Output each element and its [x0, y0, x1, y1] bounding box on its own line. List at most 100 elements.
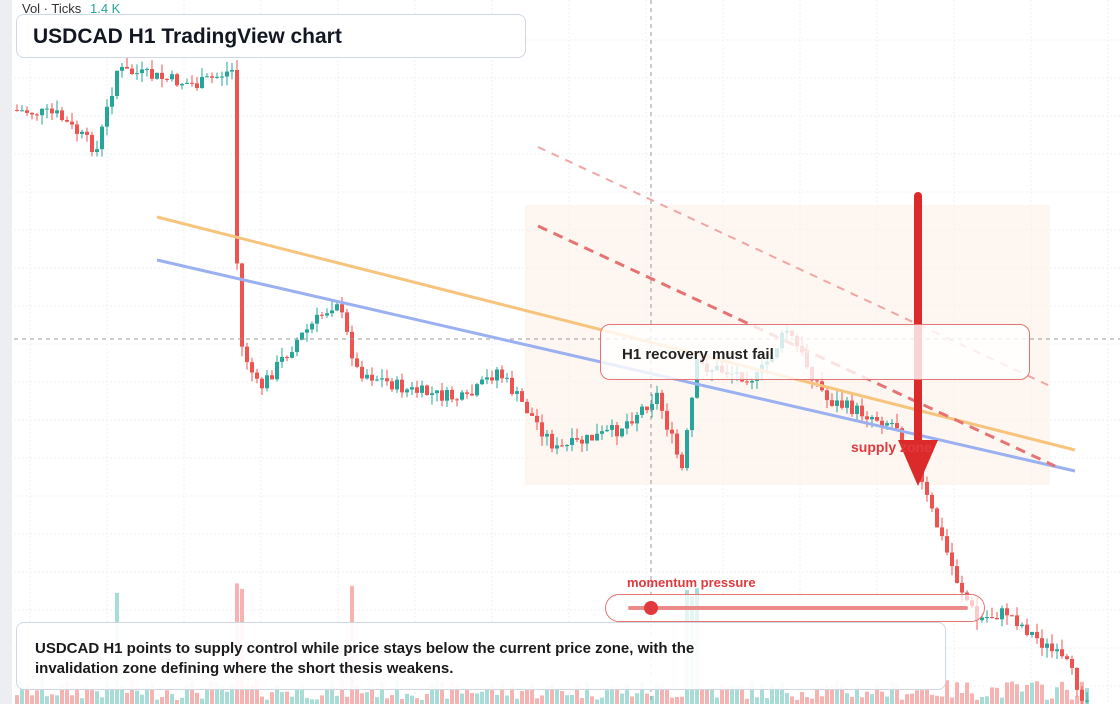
- candle-body: [165, 78, 169, 80]
- candles: [15, 57, 1089, 704]
- arrow-head: [898, 440, 938, 486]
- candle-body: [170, 74, 174, 80]
- candle-body: [250, 362, 254, 373]
- candle-body: [395, 379, 399, 390]
- candle-body: [305, 329, 309, 333]
- volume-bar: [220, 686, 224, 704]
- candle-body: [835, 400, 839, 406]
- volume-bar: [255, 680, 259, 704]
- volume-bar: [970, 693, 974, 704]
- candle-body: [145, 68, 149, 70]
- candle-body: [75, 124, 79, 134]
- volume-bar: [485, 689, 489, 704]
- volume-bar: [780, 681, 784, 704]
- volume-bar: [955, 682, 959, 704]
- candle-body: [340, 304, 344, 313]
- volume-bar: [1050, 698, 1054, 704]
- candle-body: [435, 390, 439, 394]
- candle-body: [855, 405, 859, 415]
- volume-bar: [395, 680, 399, 704]
- candle-body: [530, 413, 534, 416]
- candle-body: [945, 536, 949, 553]
- candle-body: [335, 304, 339, 311]
- candle-body: [610, 425, 614, 430]
- volume-bar: [135, 690, 139, 704]
- volume-bar: [635, 693, 639, 704]
- candle-body: [600, 431, 604, 434]
- candle-body: [485, 377, 489, 380]
- volume-bar: [80, 698, 84, 704]
- candle-body: [1020, 624, 1024, 627]
- candle-body: [985, 617, 989, 619]
- slider[interactable]: [605, 594, 985, 622]
- volume-bar: [835, 680, 839, 704]
- candle-body: [635, 414, 639, 424]
- candle-body: [50, 108, 54, 114]
- volume-bar: [285, 691, 289, 704]
- volume-bar: [500, 682, 504, 704]
- candle-body: [1040, 638, 1044, 648]
- candle-body: [440, 390, 444, 401]
- candle-body: [845, 400, 849, 408]
- volume-bar: [460, 693, 464, 704]
- volume-bar: [150, 683, 154, 704]
- volume-bar: [370, 689, 374, 704]
- volume-bar: [35, 690, 39, 704]
- candle-body: [895, 423, 899, 429]
- volume-bar: [640, 681, 644, 704]
- candle-body: [455, 399, 459, 401]
- candle-body: [390, 381, 394, 390]
- volume-bar: [805, 697, 809, 704]
- candle-body: [660, 392, 664, 411]
- volume-bar: [495, 694, 499, 704]
- volume-bar: [840, 684, 844, 704]
- candle-body: [460, 392, 464, 400]
- volume-bar: [1005, 682, 1009, 704]
- volume-bar: [55, 695, 59, 704]
- volume-bar: [50, 694, 54, 704]
- volume-bar: [885, 696, 889, 704]
- candle-body: [445, 389, 449, 401]
- candle-body: [265, 375, 269, 389]
- candle-body: [745, 381, 749, 383]
- volume-bar: [195, 692, 199, 704]
- candle-body: [545, 433, 549, 437]
- candle-body: [385, 378, 389, 382]
- candle-body: [315, 314, 319, 324]
- volume-bar: [730, 685, 734, 704]
- volume-bar: [490, 685, 494, 704]
- volume-bar: [15, 695, 19, 704]
- candle-body: [570, 438, 574, 445]
- candle-body: [415, 387, 419, 393]
- volume-bar: [1065, 689, 1069, 704]
- volume-bar: [925, 689, 929, 704]
- candle-body: [160, 72, 164, 79]
- candle-body: [630, 421, 634, 424]
- volume-bar: [125, 692, 129, 704]
- candle-body: [25, 110, 29, 113]
- candle-body: [255, 372, 259, 379]
- candle-body: [900, 428, 904, 444]
- volume-bar: [470, 692, 474, 704]
- candle-body: [505, 377, 509, 379]
- candle-body: [285, 357, 289, 359]
- volume-bar: [375, 697, 379, 704]
- volume-bar: [645, 693, 649, 704]
- volume-bar: [185, 684, 189, 704]
- candle-body: [525, 401, 529, 414]
- callout-box: H1 recovery must fail: [600, 324, 1030, 380]
- volume-bar: [855, 685, 859, 704]
- volume-bar: [565, 695, 569, 704]
- volume-bar: [580, 698, 584, 704]
- candle-body: [680, 454, 684, 469]
- volume-bar: [705, 689, 709, 704]
- volume-bar: [820, 696, 824, 704]
- volume-bar: [760, 683, 764, 704]
- volume-bar: [900, 699, 904, 704]
- volume-bar: [360, 693, 364, 704]
- slider-thumb[interactable]: [644, 601, 658, 615]
- volume-bar: [1015, 684, 1019, 704]
- volume-bar: [200, 698, 204, 704]
- volume-bar: [445, 698, 449, 704]
